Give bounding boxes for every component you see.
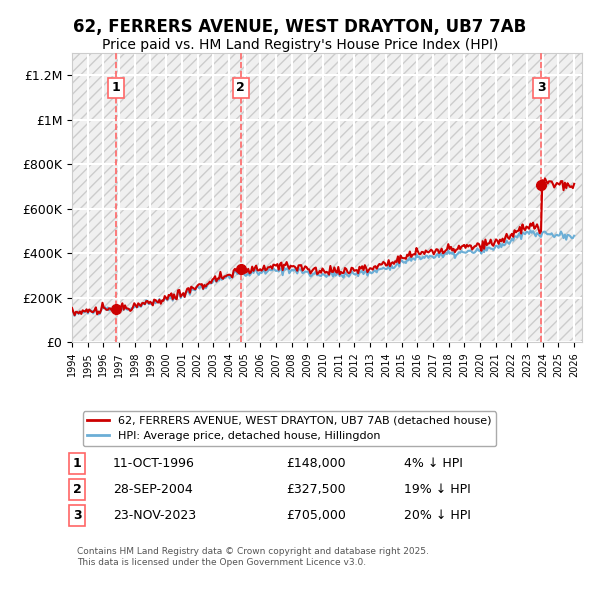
Text: 20% ↓ HPI: 20% ↓ HPI [404,509,470,522]
Text: 1: 1 [112,81,120,94]
Text: 1: 1 [73,457,82,470]
Text: Price paid vs. HM Land Registry's House Price Index (HPI): Price paid vs. HM Land Registry's House … [102,38,498,53]
Text: £148,000: £148,000 [286,457,346,470]
Text: 23-NOV-2023: 23-NOV-2023 [113,509,196,522]
Text: 2: 2 [73,483,82,496]
Text: 11-OCT-1996: 11-OCT-1996 [113,457,194,470]
Text: 3: 3 [537,81,545,94]
Text: 19% ↓ HPI: 19% ↓ HPI [404,483,470,496]
Text: £327,500: £327,500 [286,483,346,496]
Legend: 62, FERRERS AVENUE, WEST DRAYTON, UB7 7AB (detached house), HPI: Average price, : 62, FERRERS AVENUE, WEST DRAYTON, UB7 7A… [83,411,496,446]
Text: 4% ↓ HPI: 4% ↓ HPI [404,457,463,470]
Text: Contains HM Land Registry data © Crown copyright and database right 2025.
This d: Contains HM Land Registry data © Crown c… [77,548,429,567]
Text: 3: 3 [73,509,82,522]
Text: 2: 2 [236,81,245,94]
Text: 62, FERRERS AVENUE, WEST DRAYTON, UB7 7AB: 62, FERRERS AVENUE, WEST DRAYTON, UB7 7A… [73,18,527,36]
Text: 28-SEP-2004: 28-SEP-2004 [113,483,193,496]
Text: £705,000: £705,000 [286,509,346,522]
